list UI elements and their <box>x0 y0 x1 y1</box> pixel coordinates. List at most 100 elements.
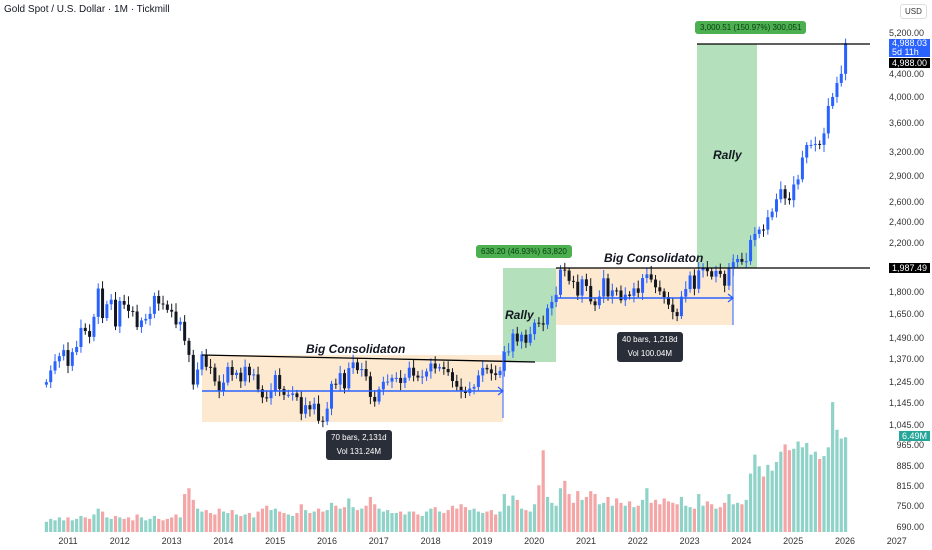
volume-bar <box>342 507 347 532</box>
volume-bar <box>260 508 264 532</box>
volume-bar <box>628 501 632 532</box>
volume-bar <box>502 494 506 532</box>
candle-body <box>727 268 731 286</box>
price-axis[interactable]: USD 690.00 750.00 815.00 885.00 965.00 1,045.… <box>870 0 932 550</box>
candle-body <box>355 362 359 371</box>
candle-body <box>256 374 260 390</box>
candle-body <box>364 369 368 377</box>
candle-body <box>342 373 346 389</box>
time-tick: 2012 <box>109 536 130 546</box>
volume-bar <box>710 504 714 532</box>
candle-body <box>697 270 701 289</box>
volume-bar <box>779 451 783 532</box>
candle-body <box>615 290 619 292</box>
volume-bar <box>57 517 61 532</box>
candle-body <box>57 356 61 362</box>
candle-body <box>792 184 796 201</box>
candle-body <box>783 189 787 199</box>
candle-body <box>308 405 312 410</box>
volume-bar <box>589 491 593 532</box>
time-tick: 2015 <box>265 536 286 546</box>
price-tick: 1,490.00 <box>888 333 924 344</box>
volume-bar <box>809 454 813 532</box>
volume-bar <box>748 473 753 532</box>
candle-body <box>265 397 269 399</box>
volume-bar <box>407 511 411 532</box>
volume-bar <box>196 508 200 532</box>
candle-body <box>787 198 791 201</box>
volume-bar <box>191 499 195 532</box>
candle-body <box>105 304 109 319</box>
candle-body <box>645 274 649 279</box>
volume-bar <box>316 508 321 532</box>
volume-bar <box>818 459 822 532</box>
volume-bar <box>403 514 407 532</box>
candle-body <box>330 383 334 409</box>
candle-body <box>230 366 234 376</box>
currency-button[interactable]: USD <box>900 4 927 19</box>
volume-bar <box>96 508 100 532</box>
volume-bar <box>126 517 131 532</box>
price-tick: 690.00 <box>896 521 924 532</box>
candle-body <box>714 270 718 277</box>
volume-bar <box>269 510 273 532</box>
candle-body <box>131 310 135 312</box>
tooltip-bars: 70 bars, 2,131d <box>331 433 387 442</box>
rally-1-measure-tag: 638.20 (46.93%) 63,820 <box>476 245 572 258</box>
price-tick: 3,200.00 <box>888 146 924 157</box>
symbol-title: Gold Spot / U.S. Dollar · 1M · Tickmill <box>4 4 170 15</box>
volume-bar <box>723 502 727 532</box>
time-tick: 2024 <box>731 536 752 546</box>
candle-body <box>619 290 623 301</box>
volume-bar <box>701 505 705 532</box>
volume-bar <box>83 517 87 532</box>
candle-body <box>291 393 295 395</box>
volume-bar <box>541 450 545 532</box>
candle-body <box>394 377 398 379</box>
price-tick: 5,200.00 <box>888 28 924 38</box>
volume-bar <box>826 447 830 532</box>
consolidation-2-range-tooltip: 40 bars, 1,218d Vol 100.04M <box>617 332 683 362</box>
candle-body <box>481 367 485 376</box>
volume-bar <box>770 470 774 532</box>
volume-bar <box>740 504 744 532</box>
candle-body <box>122 300 126 305</box>
volume-bar <box>666 501 671 532</box>
candle-body <box>286 394 290 396</box>
candle-body <box>740 258 744 262</box>
volume-bar <box>217 508 221 532</box>
candle-body <box>334 383 338 385</box>
candle-body <box>692 275 696 289</box>
volume-bar <box>528 511 532 532</box>
price-chart[interactable] <box>0 0 870 532</box>
candle-body <box>425 371 429 377</box>
volume-bar <box>161 520 165 532</box>
candle-body <box>736 258 740 263</box>
volume-bar <box>688 507 692 532</box>
volume-bar <box>580 499 584 532</box>
volume-bar <box>835 429 839 532</box>
volume-bar <box>381 511 385 532</box>
volume-bar <box>49 518 53 532</box>
time-tick: 2027 <box>886 536 907 546</box>
candle-body <box>455 381 459 387</box>
volume-bar <box>148 518 152 532</box>
candle-body <box>157 295 161 304</box>
candle-body <box>351 362 355 369</box>
candle-body <box>347 368 351 389</box>
candle-body <box>144 318 148 321</box>
volume-bar <box>200 511 204 532</box>
volume-bar <box>606 496 610 532</box>
candle-body <box>610 290 614 297</box>
candle-body <box>684 289 688 297</box>
candle-body <box>446 369 450 373</box>
volume-bar <box>437 511 442 532</box>
volume-bar <box>597 504 601 532</box>
volume-bar <box>174 514 178 532</box>
candle-body <box>679 296 683 317</box>
volume-bar <box>636 505 640 532</box>
price-tick: 1,800.00 <box>888 287 924 298</box>
volume-bar <box>645 488 649 532</box>
candle-body <box>135 311 139 328</box>
candle-body <box>429 363 433 372</box>
